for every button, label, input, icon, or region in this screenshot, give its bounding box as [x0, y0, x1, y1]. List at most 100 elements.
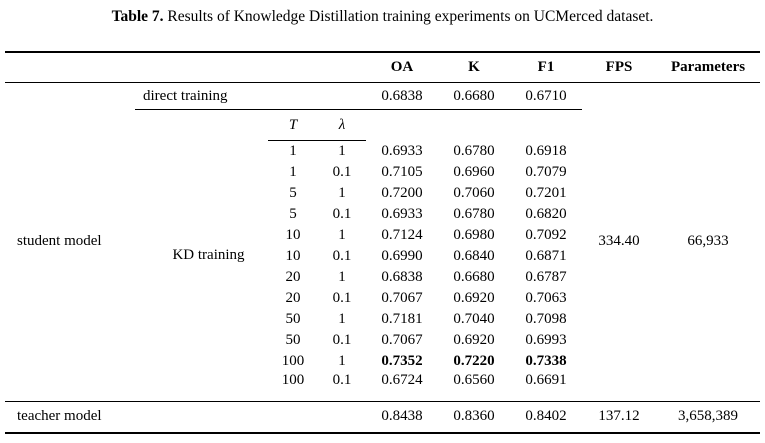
empty-cell — [135, 400, 366, 434]
t-value: 10 — [285, 226, 301, 243]
f1-value: 0.7338 — [525, 352, 567, 369]
oa-value: 0.7200 — [381, 184, 423, 201]
lambda-value: 1 — [338, 352, 346, 369]
kd-row: 100 0.1 0.6724 0.6560 0.6691 — [5, 372, 760, 402]
f1-value: 0.7063 — [525, 289, 567, 306]
teacher-model-row: teacher model 0.8438 0.8360 0.8402 137.1… — [5, 400, 760, 434]
kd-row: 1 1 0.6933 0.6780 0.6918 — [5, 141, 760, 162]
kd-row: 50 0.1 0.7067 0.6920 0.6993 — [5, 330, 760, 351]
lambda-value: 1 — [338, 268, 346, 285]
lambda-value: 0.1 — [332, 247, 352, 264]
caption-text: Results of Knowledge Distillation traini… — [167, 8, 654, 25]
t-value: 10 — [285, 247, 301, 264]
lambda-value: 1 — [338, 184, 346, 201]
param-header-row: KD training T λ — [5, 109, 760, 263]
oa-value: 0.6724 — [381, 371, 423, 388]
direct-oa-value: 0.6838 — [366, 82, 438, 110]
col-header-oa: OA — [366, 51, 438, 83]
col-header-f1: F1 — [510, 51, 582, 83]
teacher-k-value: 0.8360 — [438, 400, 510, 434]
f1-value: 0.6787 — [525, 268, 567, 285]
t-value: 50 — [285, 310, 301, 327]
teacher-f1-value: 0.8402 — [510, 400, 582, 434]
k-value: 0.7060 — [453, 184, 495, 201]
lambda-value: 0.1 — [332, 331, 352, 348]
oa-value: 0.7352 — [381, 352, 423, 369]
kd-training-label: KD training — [172, 246, 245, 263]
lambda-value: 1 — [338, 226, 346, 243]
t-value: 20 — [285, 289, 301, 306]
lambda-value: 0.1 — [332, 205, 352, 222]
t-value: 5 — [289, 205, 297, 222]
lambda-value: 1 — [338, 310, 346, 327]
k-value: 0.6840 — [453, 247, 495, 264]
k-value: 0.6980 — [453, 226, 495, 243]
column-header-row: OA K F1 FPS Parameters — [5, 51, 760, 83]
direct-training-row: student model direct training 0.6838 0.6… — [5, 82, 760, 249]
f1-value: 0.6993 — [525, 331, 567, 348]
results-table: OA K F1 FPS Parameters student model dir… — [5, 51, 760, 434]
col-header-fps: FPS — [582, 51, 656, 83]
k-value: 0.6960 — [453, 163, 495, 180]
empty-header-cell — [5, 51, 366, 83]
k-value: 0.6780 — [453, 142, 495, 159]
oa-value: 0.7181 — [381, 310, 423, 327]
k-value: 0.7040 — [453, 310, 495, 327]
caption-label: Table 7. — [111, 8, 164, 25]
lambda-header: λ — [318, 109, 366, 141]
kd-row-best: 100 1 0.7352 0.7220 0.7338 — [5, 351, 760, 372]
teacher-parameters-value: 3,658,389 — [656, 400, 760, 434]
t-value: 20 — [285, 268, 301, 285]
k-value: 0.6680 — [453, 268, 495, 285]
kd-row: 20 1 0.6838 0.6680 0.6787 — [5, 267, 760, 288]
student-parameters-value: 66,933 — [687, 233, 729, 250]
k-value: 0.7220 — [453, 352, 495, 369]
oa-value: 0.6933 — [381, 205, 423, 222]
t-value: 100 — [281, 352, 305, 369]
t-value: 1 — [289, 163, 297, 180]
col-header-k: K — [438, 51, 510, 83]
k-value: 0.6780 — [453, 205, 495, 222]
f1-value: 0.7098 — [525, 310, 567, 327]
f1-value: 0.7201 — [525, 184, 567, 201]
f1-value: 0.6918 — [525, 142, 567, 159]
kd-row: 5 1 0.7200 0.7060 0.7201 — [5, 183, 760, 204]
f1-value: 0.7092 — [525, 226, 567, 243]
lambda-value: 1 — [338, 142, 346, 159]
kd-row: 20 0.1 0.7067 0.6920 0.7063 — [5, 288, 760, 309]
table-caption: Table 7. Results of Knowledge Distillati… — [0, 0, 765, 28]
oa-value: 0.7067 — [381, 289, 423, 306]
kd-row: 10 1 0.7124 0.6980 0.7092 — [5, 225, 760, 246]
row-label-student-model: student model — [17, 233, 102, 250]
f1-value: 0.6691 — [525, 371, 567, 388]
k-value: 0.6560 — [453, 371, 495, 388]
direct-k-value: 0.6680 — [438, 82, 510, 110]
lambda-value: 0.1 — [332, 163, 352, 180]
kd-row: 10 0.1 0.6990 0.6840 0.6871 — [5, 246, 760, 267]
oa-value: 0.7105 — [381, 163, 423, 180]
oa-value: 0.6838 — [381, 268, 423, 285]
kd-row: 50 1 0.7181 0.7040 0.7098 — [5, 309, 760, 330]
direct-training-label: direct training — [135, 82, 366, 110]
lambda-value: 0.1 — [332, 371, 352, 388]
oa-value: 0.7067 — [381, 331, 423, 348]
kd-row: 5 0.1 0.6933 0.6780 0.6820 — [5, 204, 760, 225]
oa-value: 0.6933 — [381, 142, 423, 159]
oa-value: 0.6990 — [381, 247, 423, 264]
t-value: 1 — [289, 142, 297, 159]
k-value: 0.6920 — [453, 331, 495, 348]
teacher-fps-value: 137.12 — [582, 400, 656, 434]
lambda-value: 0.1 — [332, 289, 352, 306]
student-fps-value: 334.40 — [598, 233, 640, 250]
oa-value: 0.7124 — [381, 226, 423, 243]
empty-cell — [366, 110, 582, 141]
t-header: T — [268, 109, 318, 141]
teacher-oa-value: 0.8438 — [366, 400, 438, 434]
col-header-parameters: Parameters — [656, 51, 760, 83]
k-value: 0.6920 — [453, 289, 495, 306]
direct-f1-value: 0.6710 — [510, 82, 582, 110]
f1-value: 0.6871 — [525, 247, 567, 264]
f1-value: 0.7079 — [525, 163, 567, 180]
kd-row: 1 0.1 0.7105 0.6960 0.7079 — [5, 162, 760, 183]
t-value: 5 — [289, 184, 297, 201]
